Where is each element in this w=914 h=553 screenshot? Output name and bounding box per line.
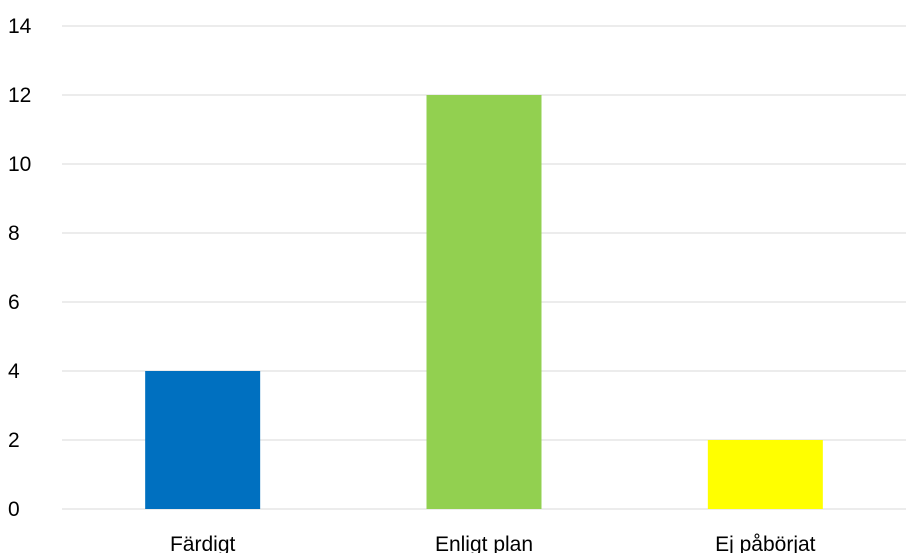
bar-2 [707, 440, 823, 509]
bar-1 [426, 95, 542, 509]
category-label: Ej påbörjat [715, 533, 816, 553]
y-tick-label: 8 [8, 222, 20, 245]
y-tick-label: 0 [8, 498, 20, 521]
y-tick-label: 12 [8, 84, 31, 107]
bars [145, 95, 823, 509]
category-label: Färdigt [170, 533, 236, 553]
y-axis-tick-labels: 0 2 4 6 8 10 12 14 [8, 15, 32, 521]
y-tick-label: 10 [8, 153, 31, 176]
bar-0 [145, 371, 261, 509]
y-tick-label: 14 [8, 15, 32, 38]
y-tick-label: 4 [8, 360, 20, 383]
category-labels: Färdigt Enligt plan Ej påbörjat [170, 533, 816, 553]
category-label: Enligt plan [435, 533, 533, 553]
y-tick-label: 2 [8, 429, 20, 452]
y-tick-label: 6 [8, 291, 20, 314]
